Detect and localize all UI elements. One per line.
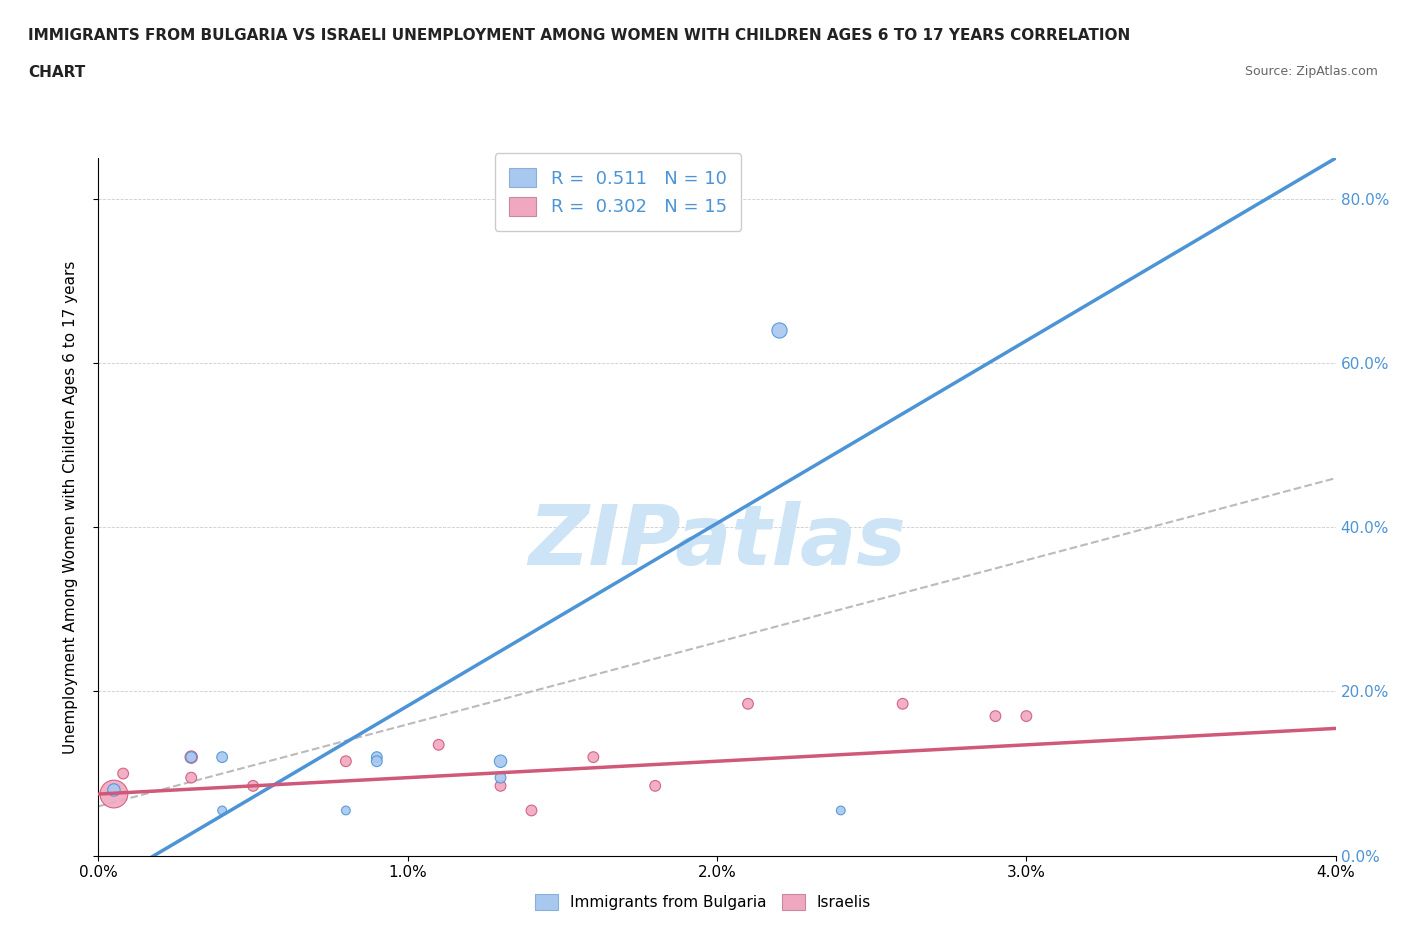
Point [582,750,605,764]
Point [112,766,135,781]
Point [891,697,914,711]
Legend: Immigrants from Bulgaria, Israelis: Immigrants from Bulgaria, Israelis [527,886,879,918]
Point [103,782,125,797]
Point [489,770,512,785]
Point [520,803,543,817]
Point [489,778,512,793]
Point [335,803,357,817]
Point [180,750,202,764]
Legend: R =  0.511   N = 10, R =  0.302   N = 15: R = 0.511 N = 10, R = 0.302 N = 15 [495,153,741,231]
Point [211,750,233,764]
Point [427,737,450,752]
Point [768,323,790,338]
Point [335,754,357,769]
Point [830,803,852,817]
Text: IMMIGRANTS FROM BULGARIA VS ISRAELI UNEMPLOYMENT AMONG WOMEN WITH CHILDREN AGES : IMMIGRANTS FROM BULGARIA VS ISRAELI UNEM… [28,28,1130,43]
Point [242,778,264,793]
Point [984,709,1007,724]
Point [180,750,202,764]
Point [103,787,125,802]
Y-axis label: Unemployment Among Women with Children Ages 6 to 17 years: Unemployment Among Women with Children A… [63,260,77,753]
Point [1015,709,1038,724]
Point [366,754,388,769]
Text: Source: ZipAtlas.com: Source: ZipAtlas.com [1244,65,1378,78]
Point [737,697,759,711]
Text: ZIPatlas: ZIPatlas [529,501,905,582]
Point [366,750,388,764]
Point [180,770,202,785]
Text: CHART: CHART [28,65,86,80]
Point [211,803,233,817]
Point [489,754,512,769]
Point [644,778,666,793]
